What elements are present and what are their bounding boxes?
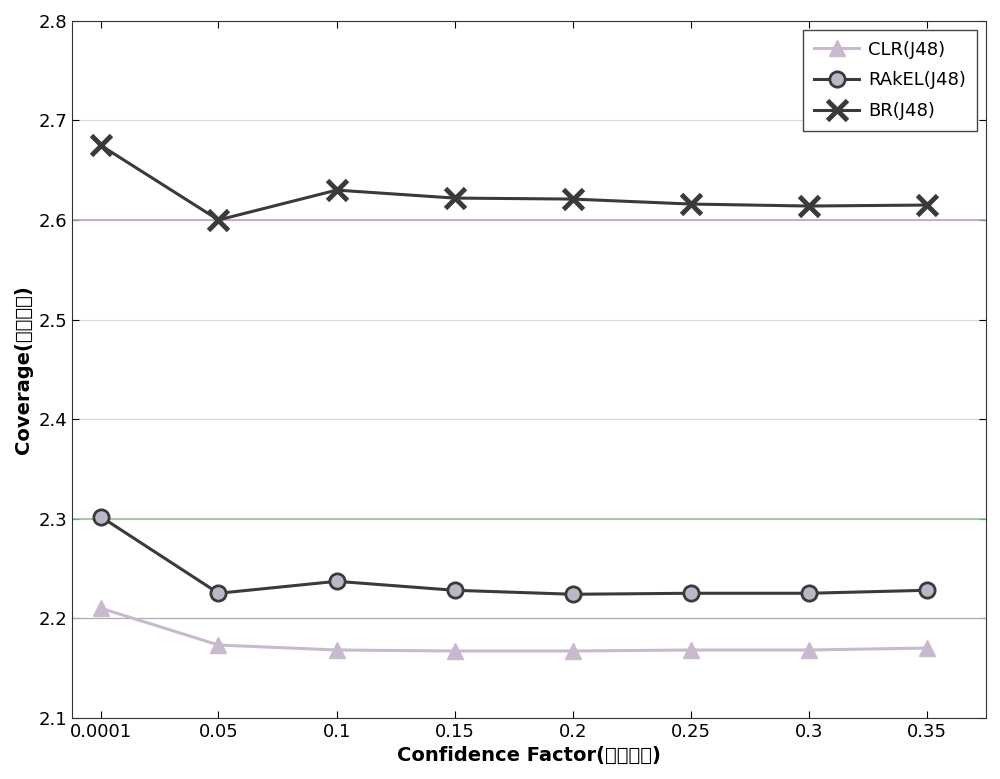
CLR(J48) [449,647,461,656]
BR(J48) [95,141,107,150]
CLR(J48) [331,645,343,654]
X-axis label: Confidence Factor(置信系数): Confidence Factor(置信系数) [397,746,661,765]
RAkEL(J48) [212,589,224,598]
CLR(J48) [567,647,579,656]
RAkEL(J48) [685,589,697,598]
CLR(J48) [921,643,933,653]
BR(J48) [803,201,815,210]
Legend: CLR(J48), RAkEL(J48), BR(J48): CLR(J48), RAkEL(J48), BR(J48) [803,30,977,131]
Y-axis label: Coverage(覆盖距离): Coverage(覆盖距离) [14,285,33,453]
RAkEL(J48) [803,589,815,598]
Line: RAkEL(J48): RAkEL(J48) [93,509,935,602]
CLR(J48) [803,645,815,654]
CLR(J48) [685,645,697,654]
RAkEL(J48) [921,586,933,595]
RAkEL(J48) [567,590,579,599]
CLR(J48) [212,640,224,650]
BR(J48) [212,215,224,224]
BR(J48) [567,195,579,204]
RAkEL(J48) [95,512,107,521]
BR(J48) [685,199,697,209]
BR(J48) [921,200,933,210]
BR(J48) [449,193,461,203]
CLR(J48) [95,604,107,613]
Line: BR(J48): BR(J48) [91,136,937,230]
BR(J48) [331,185,343,195]
RAkEL(J48) [449,586,461,595]
Line: CLR(J48): CLR(J48) [92,600,935,659]
RAkEL(J48) [331,576,343,586]
